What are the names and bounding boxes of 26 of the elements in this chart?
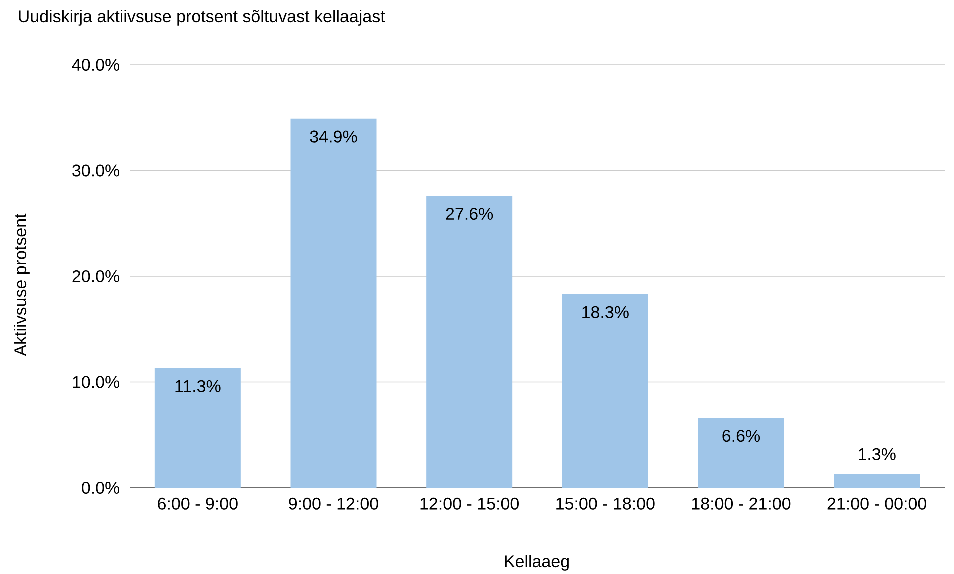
bar <box>698 418 784 488</box>
y-tick-label: 40.0% <box>72 58 120 72</box>
x-tick-label: 21:00 - 00:00 <box>828 498 926 510</box>
data-label: 6.6% <box>722 430 760 442</box>
bar <box>154 368 241 488</box>
data-label: 1.3% <box>859 448 896 460</box>
y-tick-label: 30.0% <box>72 164 120 177</box>
data-label: 11.3% <box>176 380 221 392</box>
x-tick-label: 18:00 - 21:00 <box>692 498 791 510</box>
x-tick-label: 9:00 - 12:00 <box>289 498 378 510</box>
data-label: 27.6% <box>446 208 494 220</box>
y-tick-label: 0.0% <box>82 482 120 494</box>
y-axis-title: Aktiivsuse protsent <box>14 214 30 356</box>
bar <box>562 294 648 488</box>
bar <box>290 118 377 488</box>
y-tick-label: 10.0% <box>73 376 120 388</box>
data-label: 18.3% <box>582 306 629 318</box>
bar <box>834 474 920 488</box>
x-tick-label: 15:00 - 18:00 <box>556 498 655 510</box>
chart-title: Uudiskirja aktiivsuse protsent sõltuvast kellaajast <box>19 10 386 26</box>
data-label: 34.9% <box>310 130 358 143</box>
x-axis-title: Kellaaeg <box>505 555 569 571</box>
x-tick-label: 12:00 - 15:00 <box>420 498 519 510</box>
bar <box>426 196 513 488</box>
x-tick-label: 6:00 - 9:00 <box>158 498 238 510</box>
y-tick-label: 20.0% <box>72 270 120 283</box>
